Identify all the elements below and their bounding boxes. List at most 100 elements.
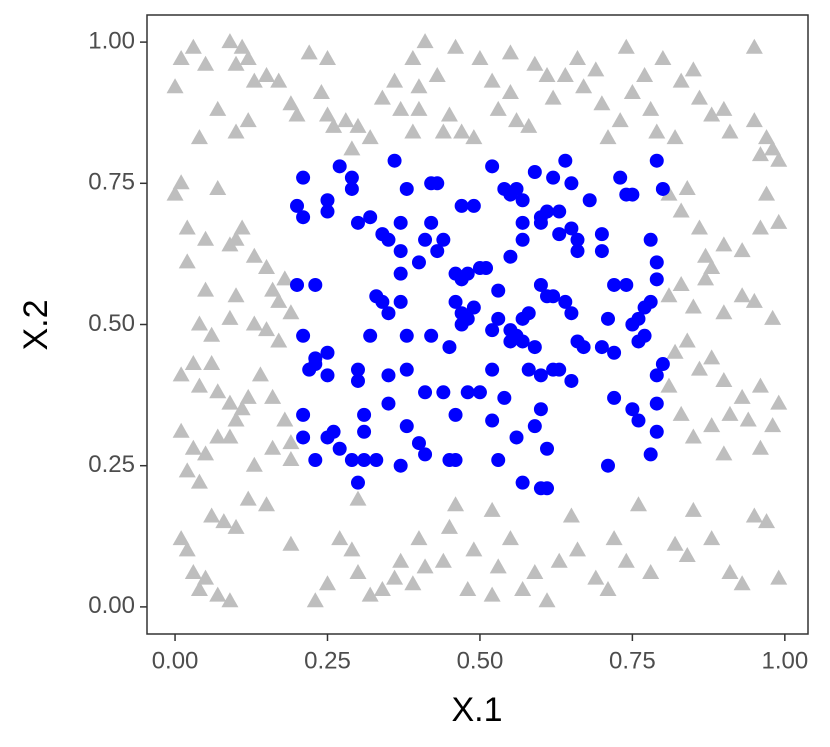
point bbox=[721, 564, 739, 580]
point bbox=[587, 569, 605, 585]
point bbox=[203, 507, 221, 523]
point bbox=[527, 419, 542, 434]
point bbox=[540, 441, 555, 456]
point bbox=[465, 129, 483, 145]
point bbox=[745, 38, 763, 54]
point bbox=[544, 89, 562, 105]
point bbox=[258, 66, 276, 82]
point bbox=[485, 159, 500, 174]
point bbox=[166, 78, 184, 94]
point bbox=[416, 33, 434, 49]
point bbox=[703, 530, 721, 546]
point bbox=[613, 170, 628, 185]
point bbox=[758, 129, 776, 145]
point bbox=[190, 473, 208, 489]
point bbox=[381, 232, 396, 247]
point bbox=[643, 294, 658, 309]
point bbox=[739, 411, 757, 427]
point bbox=[666, 343, 684, 359]
point bbox=[172, 174, 190, 190]
point bbox=[684, 428, 702, 444]
point bbox=[357, 407, 372, 422]
point bbox=[363, 210, 378, 225]
point bbox=[399, 181, 414, 196]
point bbox=[399, 362, 414, 377]
point bbox=[447, 38, 465, 54]
point bbox=[166, 185, 184, 201]
point bbox=[447, 496, 465, 512]
point bbox=[430, 244, 445, 259]
point bbox=[489, 558, 507, 574]
point bbox=[184, 564, 202, 580]
point bbox=[318, 106, 336, 122]
point bbox=[404, 123, 422, 139]
point bbox=[600, 311, 615, 326]
point bbox=[715, 371, 733, 387]
point bbox=[552, 362, 567, 377]
point bbox=[660, 185, 678, 201]
point bbox=[552, 227, 567, 242]
point bbox=[411, 255, 426, 270]
point bbox=[404, 50, 422, 66]
point bbox=[258, 496, 276, 512]
point bbox=[282, 434, 300, 450]
point bbox=[637, 328, 652, 343]
point bbox=[264, 439, 282, 455]
point bbox=[381, 368, 396, 383]
point bbox=[466, 198, 481, 213]
point bbox=[245, 315, 263, 331]
point bbox=[209, 428, 227, 444]
point bbox=[357, 453, 372, 468]
point bbox=[197, 445, 215, 461]
point bbox=[460, 266, 475, 281]
point bbox=[203, 326, 221, 342]
point bbox=[564, 373, 579, 388]
point bbox=[190, 315, 208, 331]
point bbox=[251, 366, 269, 382]
point bbox=[672, 72, 690, 88]
point bbox=[375, 294, 390, 309]
point bbox=[570, 244, 585, 259]
point bbox=[332, 441, 347, 456]
point bbox=[721, 405, 739, 421]
point bbox=[594, 244, 609, 259]
point bbox=[764, 417, 782, 433]
point bbox=[430, 176, 445, 191]
point bbox=[290, 277, 305, 292]
point bbox=[350, 362, 365, 377]
x-tick-label: 0.25 bbox=[304, 647, 351, 674]
point bbox=[276, 411, 294, 427]
point bbox=[569, 541, 587, 557]
point bbox=[485, 413, 500, 428]
point bbox=[489, 100, 507, 116]
point bbox=[393, 244, 408, 259]
point bbox=[607, 345, 622, 360]
point bbox=[562, 507, 580, 523]
point bbox=[349, 490, 367, 506]
point bbox=[690, 89, 708, 105]
point bbox=[428, 66, 446, 82]
y-tick-label: 0.75 bbox=[88, 169, 135, 196]
point bbox=[521, 362, 536, 377]
point bbox=[308, 357, 323, 372]
point bbox=[227, 287, 245, 303]
point bbox=[288, 106, 306, 122]
point bbox=[270, 332, 288, 348]
point bbox=[178, 219, 196, 235]
point bbox=[540, 481, 555, 496]
point bbox=[466, 300, 481, 315]
point bbox=[546, 289, 561, 304]
point bbox=[424, 328, 439, 343]
point bbox=[715, 236, 733, 252]
point bbox=[178, 462, 196, 478]
point bbox=[233, 219, 251, 235]
point bbox=[227, 230, 245, 246]
point bbox=[190, 580, 208, 596]
point bbox=[239, 112, 257, 128]
point bbox=[203, 355, 221, 371]
point bbox=[320, 204, 335, 219]
point bbox=[770, 394, 788, 410]
point bbox=[533, 402, 548, 417]
point bbox=[605, 530, 623, 546]
point bbox=[337, 112, 355, 128]
